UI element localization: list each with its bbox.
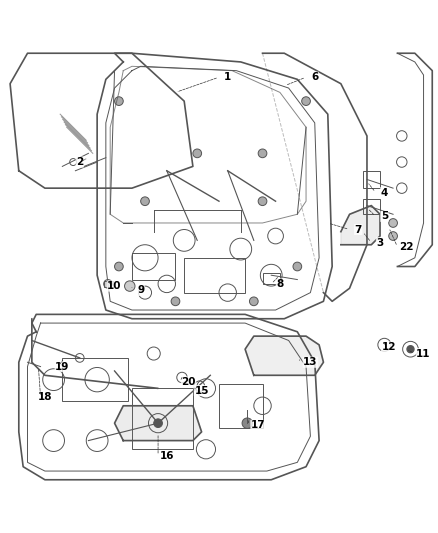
Text: 11: 11: [416, 349, 431, 359]
Bar: [132, 254, 176, 279]
Polygon shape: [115, 406, 201, 441]
Text: 8: 8: [276, 279, 283, 289]
Text: 16: 16: [159, 451, 174, 461]
Bar: [363, 171, 380, 188]
Circle shape: [104, 279, 113, 288]
Bar: [262, 273, 280, 284]
Text: 9: 9: [137, 286, 144, 295]
Text: 19: 19: [55, 361, 70, 372]
Circle shape: [141, 197, 149, 206]
Circle shape: [242, 418, 253, 429]
Circle shape: [293, 262, 302, 271]
Text: 5: 5: [381, 212, 388, 221]
Circle shape: [250, 297, 258, 305]
Circle shape: [258, 197, 267, 206]
Text: 1: 1: [224, 72, 231, 82]
Text: 3: 3: [376, 238, 384, 247]
Text: 7: 7: [355, 224, 362, 235]
Text: 17: 17: [251, 421, 265, 430]
Polygon shape: [341, 206, 380, 245]
Polygon shape: [245, 336, 323, 375]
Text: 10: 10: [107, 281, 122, 291]
Circle shape: [302, 97, 311, 106]
Circle shape: [115, 262, 123, 271]
Circle shape: [171, 297, 180, 305]
Text: 22: 22: [399, 242, 413, 252]
Text: 18: 18: [38, 392, 52, 402]
Text: 20: 20: [181, 377, 196, 387]
Circle shape: [193, 149, 201, 158]
Circle shape: [407, 346, 414, 353]
Text: 2: 2: [76, 157, 83, 167]
Bar: [184, 258, 245, 293]
Text: 15: 15: [194, 385, 209, 395]
Bar: [104, 281, 113, 287]
Bar: [62, 358, 127, 401]
Bar: [363, 199, 380, 214]
Circle shape: [115, 97, 123, 106]
Bar: [219, 384, 262, 427]
Text: 13: 13: [303, 357, 318, 367]
Circle shape: [258, 149, 267, 158]
Circle shape: [389, 219, 397, 228]
Text: 4: 4: [381, 188, 388, 198]
Text: 12: 12: [381, 342, 396, 352]
Circle shape: [154, 419, 162, 427]
Circle shape: [124, 281, 135, 292]
Text: 6: 6: [311, 72, 318, 82]
Circle shape: [389, 232, 397, 240]
Bar: [132, 389, 193, 449]
